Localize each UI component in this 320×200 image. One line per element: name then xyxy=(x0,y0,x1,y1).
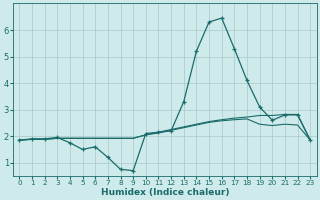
X-axis label: Humidex (Indice chaleur): Humidex (Indice chaleur) xyxy=(100,188,229,197)
